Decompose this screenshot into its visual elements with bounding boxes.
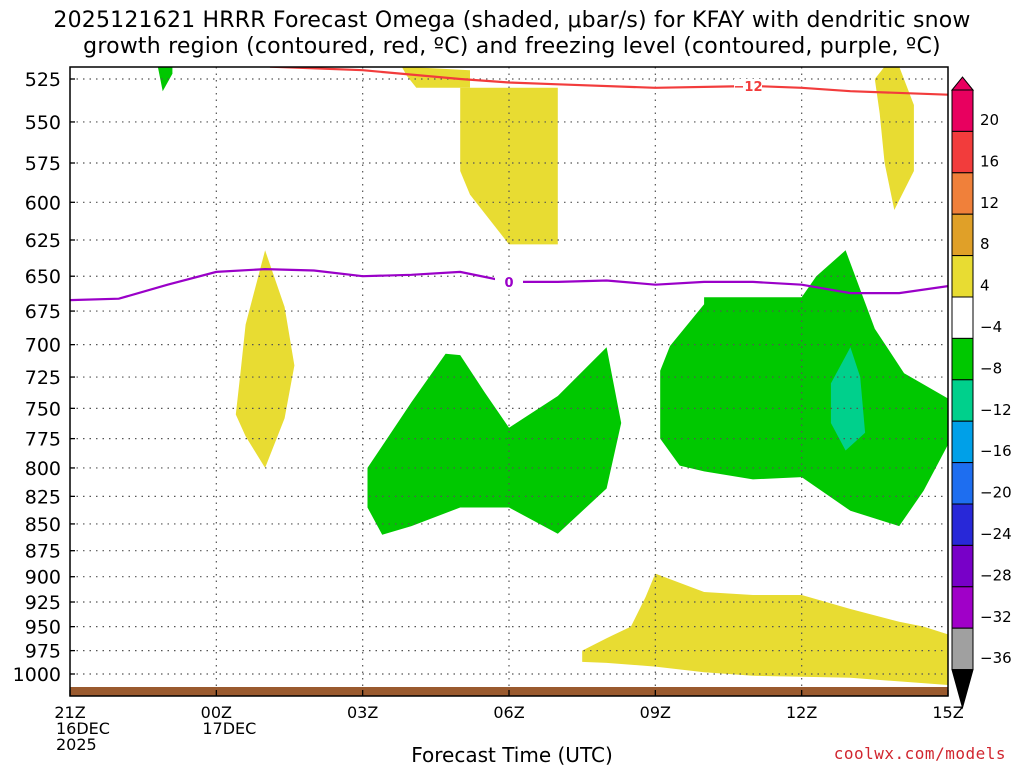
- colorbar-swatch: [951, 544, 974, 588]
- colorbar-swatch: [951, 89, 974, 132]
- contour-label: −12: [734, 80, 763, 95]
- x-tick-label: 06Z: [493, 703, 524, 722]
- omega-region: [830, 347, 866, 451]
- colorbar-swatch: [951, 503, 974, 546]
- omega-region: [157, 67, 173, 92]
- x-tick-label: 2025: [56, 735, 97, 754]
- omega-region: [367, 347, 622, 535]
- y-axis: 525 550 575 600 625 650 675 700 725 750 775 800 825 8…: [13, 69, 75, 686]
- colorbar-label: 20: [980, 111, 999, 129]
- colorbar-swatch: [951, 420, 974, 464]
- contour-label: 0: [504, 276, 513, 291]
- omega-region: [582, 573, 948, 685]
- chart-title-line-1: 2025121621 HRRR Forecast Omega (shaded, …: [53, 8, 971, 33]
- colorbar-swatch: [951, 296, 974, 339]
- y-tick-label: 725: [25, 367, 61, 389]
- colorbar-label: −28: [980, 566, 1012, 584]
- colorbar-label: −12: [980, 401, 1012, 419]
- colorbar-label: −4: [980, 318, 1002, 336]
- colorbar-label: −16: [980, 442, 1012, 460]
- x-tick-label: 12Z: [786, 703, 817, 722]
- omega-region: [235, 250, 295, 468]
- x-tick-label: 03Z: [347, 703, 378, 722]
- x-tick-label: 00Z: [201, 703, 232, 722]
- site-credit: coolwx.com/models: [833, 744, 1006, 763]
- x-axis-label: Forecast Time (UTC): [411, 743, 613, 767]
- colorbar-swatch: [951, 627, 974, 671]
- contour-layer: −12 0: [70, 67, 948, 302]
- y-tick-label: 800: [25, 458, 61, 480]
- colorbar-swatch: [951, 130, 974, 174]
- colorbar-label: −20: [980, 484, 1012, 502]
- grid-layer: [70, 67, 948, 696]
- y-tick-label: 850: [25, 514, 61, 536]
- contour-label-background: [734, 79, 763, 94]
- colorbar-label: 16: [980, 152, 999, 170]
- x-tick-label: 16DEC: [56, 719, 110, 738]
- y-tick-label: 1000: [13, 664, 61, 686]
- y-tick-label: 575: [25, 153, 61, 175]
- y-tick-label: 675: [25, 301, 61, 323]
- omega-shading-layer: [157, 67, 948, 685]
- x-tick-label: 17DEC: [202, 719, 256, 738]
- colorbar-swatch: [951, 255, 974, 298]
- x-tick-label: 15Z: [932, 703, 963, 722]
- y-tick-label: 900: [25, 567, 61, 589]
- omega-region: [660, 250, 948, 527]
- y-tick-label: 525: [25, 69, 61, 91]
- colorbar: 20 16 12 8 4 −4 −8 −12 −16 −20 −24 −28 −32 −36: [950, 76, 1012, 710]
- y-tick-label: 700: [25, 335, 61, 357]
- y-tick-label: 550: [25, 112, 61, 134]
- x-tick-label: 21Z: [54, 703, 85, 722]
- colorbar-label: 12: [980, 194, 999, 212]
- colorbar-label: −8: [980, 359, 1002, 377]
- y-tick-label: 600: [25, 192, 61, 214]
- colorbar-swatch: [951, 586, 974, 629]
- x-tick-label: 09Z: [640, 703, 671, 722]
- colorbar-swatch: [951, 379, 974, 422]
- colorbar-swatch: [951, 172, 974, 215]
- omega-region: [874, 67, 914, 210]
- y-tick-label: 975: [25, 641, 61, 663]
- chart-title-line-2: growth region (contoured, red, ºC) and f…: [83, 34, 941, 59]
- colorbar-swatch: [951, 213, 974, 257]
- contour-line: [269, 67, 948, 96]
- colorbar-swatch: [951, 337, 974, 381]
- omega-region: [460, 87, 558, 245]
- y-tick-label: 750: [25, 398, 61, 420]
- y-tick-label: 925: [25, 592, 61, 614]
- colorbar-label: −32: [980, 608, 1012, 626]
- y-tick-label: 875: [25, 541, 61, 563]
- colorbar-swatch: [951, 462, 974, 505]
- colorbar-bottom-arrow: [951, 669, 974, 710]
- colorbar-label: −24: [980, 525, 1012, 543]
- y-tick-label: 625: [25, 230, 61, 252]
- colorbar-label: 4: [980, 277, 990, 295]
- y-tick-label: 825: [25, 486, 61, 508]
- colorbar-top-arrow: [950, 76, 975, 91]
- contour-label-background: [495, 274, 523, 289]
- colorbar-label: 8: [980, 235, 990, 253]
- y-tick-label: 650: [25, 266, 61, 288]
- y-tick-label: 950: [25, 617, 61, 639]
- colorbar-label: −36: [980, 649, 1012, 667]
- y-tick-label: 775: [25, 429, 61, 451]
